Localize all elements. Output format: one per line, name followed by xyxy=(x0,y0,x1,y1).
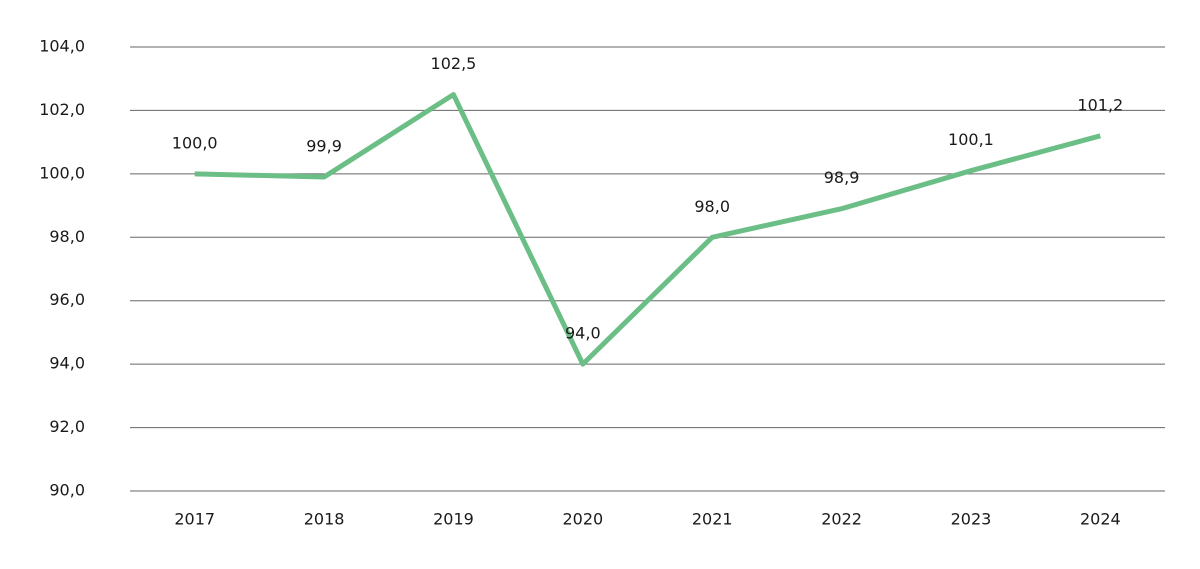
x-tick-label: 2024 xyxy=(1080,510,1121,529)
x-tick-label: 2017 xyxy=(174,510,215,529)
data-label: 100,1 xyxy=(948,130,994,149)
x-tick-label: 2021 xyxy=(692,510,733,529)
x-tick-label: 2022 xyxy=(821,510,862,529)
x-tick-label: 2020 xyxy=(562,510,603,529)
data-label: 94,0 xyxy=(565,324,601,343)
x-tick-label: 2018 xyxy=(304,510,345,529)
data-label: 102,5 xyxy=(431,54,477,73)
y-tick-label: 104,0 xyxy=(39,37,85,56)
y-tick-label: 96,0 xyxy=(49,290,85,309)
y-tick-label: 94,0 xyxy=(49,354,85,373)
y-tick-label: 102,0 xyxy=(39,100,85,119)
y-tick-label: 90,0 xyxy=(49,481,85,500)
y-tick-label: 92,0 xyxy=(49,417,85,436)
x-tick-label: 2023 xyxy=(951,510,992,529)
data-label: 100,0 xyxy=(172,133,218,152)
data-line xyxy=(194,92,1101,367)
data-label: 98,0 xyxy=(694,197,730,216)
data-label: 101,2 xyxy=(1077,95,1123,114)
y-tick-label: 98,0 xyxy=(49,227,85,246)
data-label: 99,9 xyxy=(306,137,342,156)
x-tick-label: 2019 xyxy=(433,510,474,529)
data-label: 98,9 xyxy=(824,168,860,187)
y-tick-label: 100,0 xyxy=(39,163,85,182)
